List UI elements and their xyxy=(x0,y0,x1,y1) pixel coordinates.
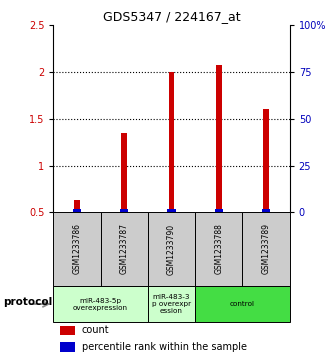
Bar xyxy=(214,209,223,212)
Text: percentile rank within the sample: percentile rank within the sample xyxy=(82,342,247,352)
Bar xyxy=(148,286,195,322)
Text: miR-483-3
p overexpr
ession: miR-483-3 p overexpr ession xyxy=(152,294,191,314)
Bar xyxy=(242,212,290,286)
Bar xyxy=(168,72,174,212)
Text: GSM1233789: GSM1233789 xyxy=(261,224,271,274)
Title: GDS5347 / 224167_at: GDS5347 / 224167_at xyxy=(103,10,240,23)
Bar xyxy=(167,209,176,212)
Text: control: control xyxy=(230,301,255,307)
Bar xyxy=(216,65,222,212)
Bar xyxy=(53,286,148,322)
Text: GSM1233787: GSM1233787 xyxy=(120,224,129,274)
Bar xyxy=(148,212,195,286)
Bar xyxy=(74,200,80,212)
Bar xyxy=(195,212,242,286)
Text: protocol: protocol xyxy=(3,297,53,307)
Text: count: count xyxy=(82,325,109,335)
Bar xyxy=(60,342,75,352)
Text: GSM1233788: GSM1233788 xyxy=(214,224,223,274)
Bar xyxy=(195,286,290,322)
Bar xyxy=(121,133,127,212)
Bar xyxy=(53,212,101,286)
Bar xyxy=(120,209,129,212)
Bar xyxy=(262,209,270,212)
Bar xyxy=(60,326,75,335)
Text: GSM1233790: GSM1233790 xyxy=(167,223,176,274)
Bar xyxy=(101,212,148,286)
Text: GSM1233786: GSM1233786 xyxy=(72,224,82,274)
Bar xyxy=(73,209,81,212)
Bar xyxy=(263,110,269,212)
Text: miR-483-5p
overexpression: miR-483-5p overexpression xyxy=(73,298,128,310)
